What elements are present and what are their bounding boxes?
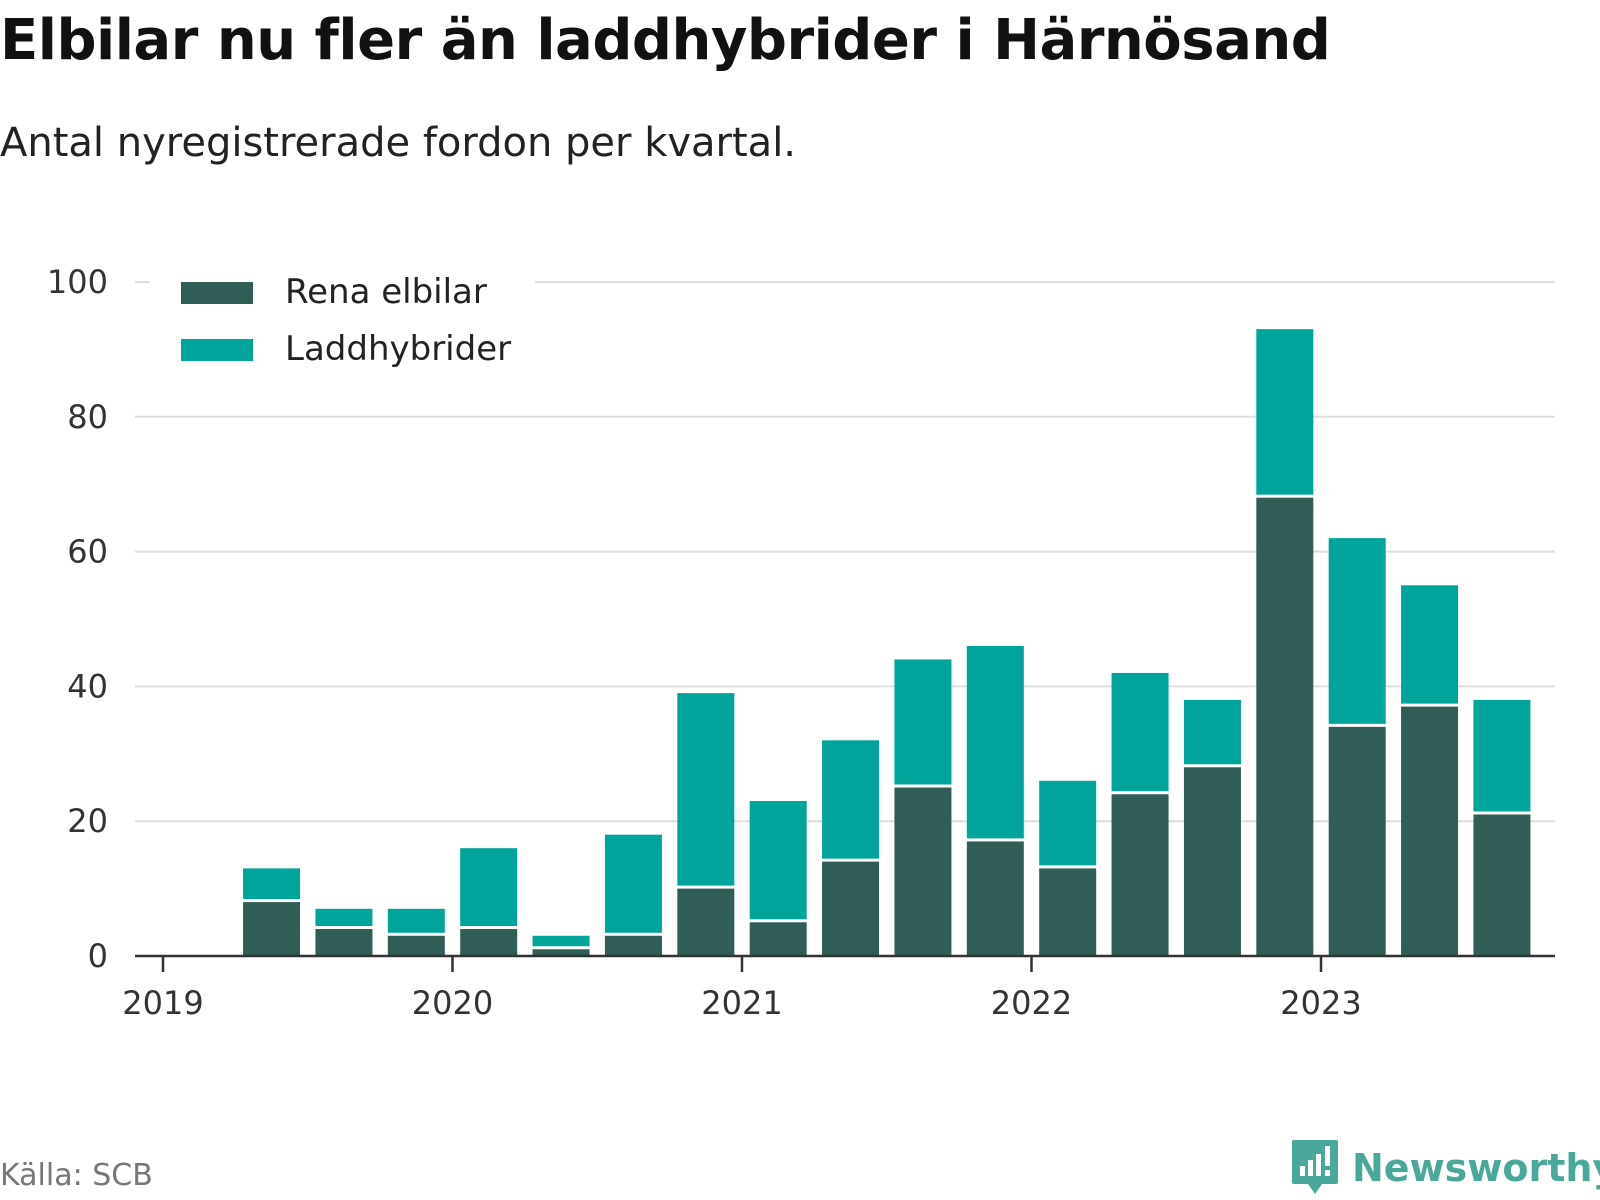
stacked-bar-chart: 0 20 40 60 80 100 2019 2020 2021 2022 2023 Rena e… — [47, 262, 1555, 1022]
bar-laddhybrider — [966, 645, 1024, 839]
legend-swatch-rena-elbilar — [181, 282, 253, 304]
bar-rena-elbilar — [1039, 868, 1097, 956]
x-tick-label: 2023 — [1280, 984, 1361, 1022]
bar-rena-elbilar — [749, 922, 807, 956]
bar-laddhybrider — [243, 868, 301, 900]
bar-rena-elbilar — [315, 929, 373, 956]
bar-laddhybrider — [822, 740, 880, 859]
y-tick-label: 80 — [67, 398, 108, 436]
bar-laddhybrider — [1256, 329, 1314, 495]
legend-swatch-laddhybrider — [181, 339, 253, 361]
bar-rena-elbilar — [1111, 794, 1169, 956]
bar-rena-elbilar — [243, 902, 301, 956]
chart-subtitle: Antal nyregistrerade fordon per kvartal. — [0, 120, 797, 166]
bar-rena-elbilar — [894, 787, 952, 956]
x-tick-label: 2019 — [122, 984, 203, 1022]
bar-rena-elbilar — [1183, 767, 1241, 956]
bar-rena-elbilar — [966, 841, 1024, 956]
source-note: Källa: SCB — [0, 1158, 153, 1193]
legend: Rena elbilar Laddhybrider — [150, 262, 535, 382]
bar-laddhybrider — [1183, 699, 1241, 765]
x-tick-label: 2022 — [991, 984, 1072, 1022]
y-tick-label: 20 — [67, 802, 108, 840]
bar-laddhybrider — [460, 848, 518, 927]
bar-rena-elbilar — [387, 935, 445, 956]
bar-rena-elbilar — [1328, 726, 1386, 956]
bar-laddhybrider — [1401, 585, 1459, 704]
bar-rena-elbilar — [532, 949, 590, 956]
x-tick-label: 2021 — [701, 984, 782, 1022]
bar-laddhybrider — [1039, 780, 1097, 866]
x-tick-label: 2020 — [412, 984, 493, 1022]
bar-laddhybrider — [894, 659, 952, 785]
bar-laddhybrider — [1111, 672, 1169, 792]
bar-rena-elbilar — [1401, 706, 1459, 956]
y-tick-label: 60 — [67, 533, 108, 571]
y-tick-label: 0 — [88, 937, 108, 975]
brand-logo: Newsworthy — [1290, 1138, 1600, 1198]
x-axis: 2019 2020 2021 2022 2023 — [122, 954, 1555, 1022]
y-tick-label: 40 — [67, 667, 108, 705]
y-axis-labels: 0 20 40 60 80 100 — [47, 263, 108, 975]
bar-laddhybrider — [749, 800, 807, 920]
bar-laddhybrider — [315, 908, 373, 927]
bar-rena-elbilar — [460, 929, 518, 956]
bars — [243, 329, 1531, 956]
bar-rena-elbilar — [677, 888, 735, 956]
bar-laddhybrider — [677, 693, 735, 886]
chart-title: Elbilar nu fler än laddhybrider i Härnös… — [0, 8, 1331, 73]
brand-name: Newsworthy — [1352, 1146, 1600, 1190]
bar-laddhybrider — [1473, 699, 1531, 812]
y-tick-label: 100 — [47, 263, 108, 301]
bar-rena-elbilar — [822, 861, 880, 956]
bar-rena-elbilar — [1256, 497, 1314, 956]
bar-laddhybrider — [604, 834, 662, 933]
legend-label: Rena elbilar — [285, 272, 487, 312]
bar-laddhybrider — [1328, 538, 1386, 724]
bar-laddhybrider — [387, 908, 445, 933]
bar-rena-elbilar — [604, 935, 662, 956]
legend-label: Laddhybrider — [285, 329, 511, 369]
bar-rena-elbilar — [1473, 814, 1531, 956]
bar-chart-speech-bubble-icon — [1292, 1140, 1338, 1194]
bar-laddhybrider — [532, 935, 590, 947]
